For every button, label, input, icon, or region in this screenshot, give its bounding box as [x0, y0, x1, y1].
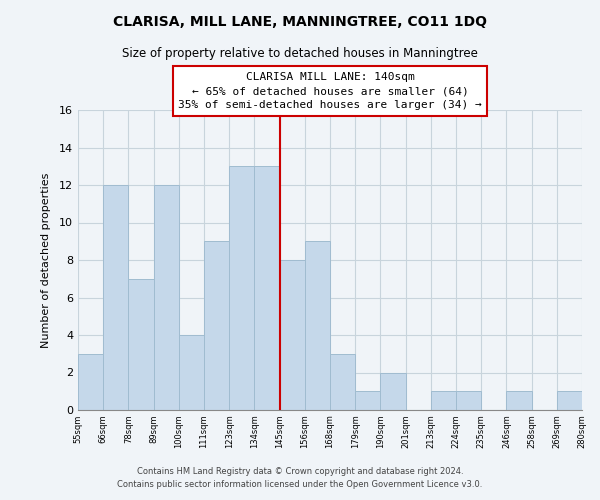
Bar — [229, 166, 254, 410]
Bar — [179, 335, 204, 410]
Y-axis label: Number of detached properties: Number of detached properties — [41, 172, 50, 348]
Bar — [330, 354, 355, 410]
Bar — [305, 242, 330, 410]
Bar — [154, 185, 179, 410]
Bar — [557, 391, 582, 410]
Text: CLARISA, MILL LANE, MANNINGTREE, CO11 1DQ: CLARISA, MILL LANE, MANNINGTREE, CO11 1D… — [113, 15, 487, 29]
Bar — [456, 391, 481, 410]
Bar — [78, 354, 103, 410]
Bar — [355, 391, 380, 410]
Bar — [204, 242, 229, 410]
Bar — [128, 279, 154, 410]
Bar — [506, 391, 532, 410]
Bar — [254, 166, 280, 410]
Bar — [103, 185, 128, 410]
Text: Size of property relative to detached houses in Manningtree: Size of property relative to detached ho… — [122, 48, 478, 60]
Text: Contains HM Land Registry data © Crown copyright and database right 2024.
Contai: Contains HM Land Registry data © Crown c… — [118, 467, 482, 489]
Bar — [431, 391, 456, 410]
Bar — [380, 372, 406, 410]
Text: CLARISA MILL LANE: 140sqm
← 65% of detached houses are smaller (64)
35% of semi-: CLARISA MILL LANE: 140sqm ← 65% of detac… — [178, 72, 482, 110]
Bar — [280, 260, 305, 410]
